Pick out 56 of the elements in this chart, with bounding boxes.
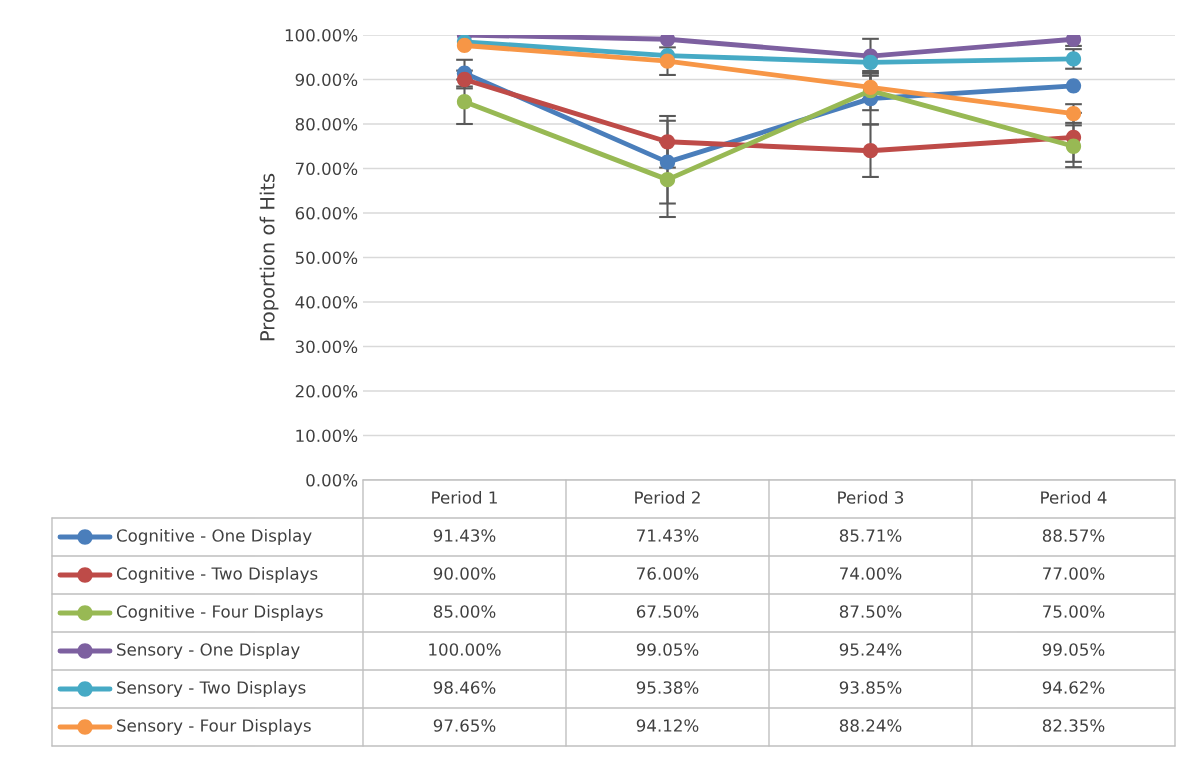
point xyxy=(1065,138,1082,154)
legend-label: Cognitive - Two Displays xyxy=(116,566,318,584)
data-label: 97.65% xyxy=(433,719,496,732)
point xyxy=(862,79,879,95)
y-tick-label: 60.00% xyxy=(295,206,358,220)
data-label: 82.35% xyxy=(1042,719,1105,732)
legend-label: Sensory - Four Displays xyxy=(117,718,311,736)
y-tick-label: 100.00% xyxy=(285,28,358,42)
point xyxy=(862,143,879,159)
y-tick-label: 20.00% xyxy=(295,384,358,398)
y-tick-label: 30.00% xyxy=(295,340,358,354)
legend-label: Cognitive - One Display xyxy=(116,528,312,546)
y-tick-label: 10.00% xyxy=(296,429,358,443)
data-label: 87.50% xyxy=(839,605,902,618)
data-label: 99.05% xyxy=(636,643,699,656)
y-tick-label: 90.00% xyxy=(295,73,358,87)
data-label: 77.00% xyxy=(1043,567,1105,580)
data-label: 67.50% xyxy=(636,605,699,618)
point xyxy=(456,94,473,110)
data-label: 74.00% xyxy=(840,567,902,580)
data-label: 100.00% xyxy=(429,643,501,656)
data-label: 95.24% xyxy=(839,643,902,656)
data-label: 99.05% xyxy=(1042,643,1105,656)
data-label: 71.43% xyxy=(637,529,699,542)
data-label: 76.00% xyxy=(637,567,699,580)
point xyxy=(659,171,676,188)
y-tick-label: 0.00% xyxy=(306,473,358,487)
x-tick-label: Period 1 xyxy=(432,490,497,504)
data-label: 91.43% xyxy=(433,529,496,542)
data-label: 75.00% xyxy=(1043,605,1105,618)
y-tick-label: 70.00% xyxy=(295,162,358,176)
data-label: 88.24% xyxy=(839,719,902,732)
point xyxy=(1065,78,1082,94)
point xyxy=(456,37,473,54)
data-label: 98.46% xyxy=(433,681,496,694)
data-label: 94.12% xyxy=(636,719,699,732)
legend-label: Sensory - Two Displays xyxy=(117,680,306,698)
data-label: 95.38% xyxy=(636,681,699,694)
y-tick-label: 50.00% xyxy=(295,251,358,265)
x-tick-label: Period 2 xyxy=(635,490,700,504)
data-label: 90.00% xyxy=(433,567,496,580)
data-label: 85.00% xyxy=(433,605,496,618)
data-label: 93.85% xyxy=(839,681,902,694)
point xyxy=(659,154,676,170)
x-tick-label: Period 3 xyxy=(838,490,904,504)
y-tick-label: 80.00% xyxy=(295,117,358,131)
data-label: 88.57% xyxy=(1042,529,1105,542)
legend-label: Sensory - One Display xyxy=(117,642,300,660)
x-tick-label: Period 4 xyxy=(1041,490,1107,504)
y-tick-label: 40.00% xyxy=(295,295,358,309)
data-label: 94.62% xyxy=(1042,681,1105,694)
y-axis-title: Proportion of Hits xyxy=(259,173,279,341)
point xyxy=(659,53,676,69)
legend-label: Cognitive - Four Displays xyxy=(116,604,323,622)
point xyxy=(659,134,676,150)
data-label: 85.71% xyxy=(839,529,902,542)
